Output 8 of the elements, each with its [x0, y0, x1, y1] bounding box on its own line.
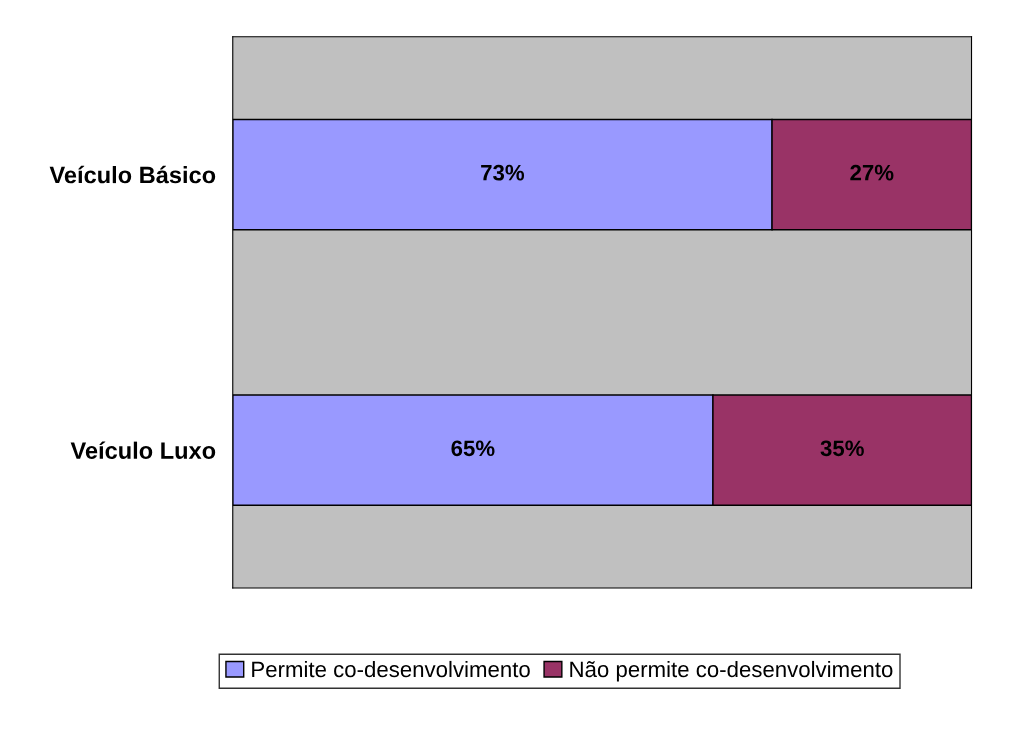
data-label: 35%	[820, 440, 864, 457]
data-label: 73%	[481, 164, 525, 181]
legend-label: Não permite co-desenvolvimento	[570, 660, 893, 682]
y-tick-label: Veículo Luxo	[70, 441, 216, 459]
data-label: 65%	[451, 440, 495, 457]
data-label: 27%	[850, 164, 894, 181]
y-tick-label: Veículo Básico	[49, 165, 216, 184]
legend-label: Permite co-desenvolvimento	[252, 660, 530, 678]
